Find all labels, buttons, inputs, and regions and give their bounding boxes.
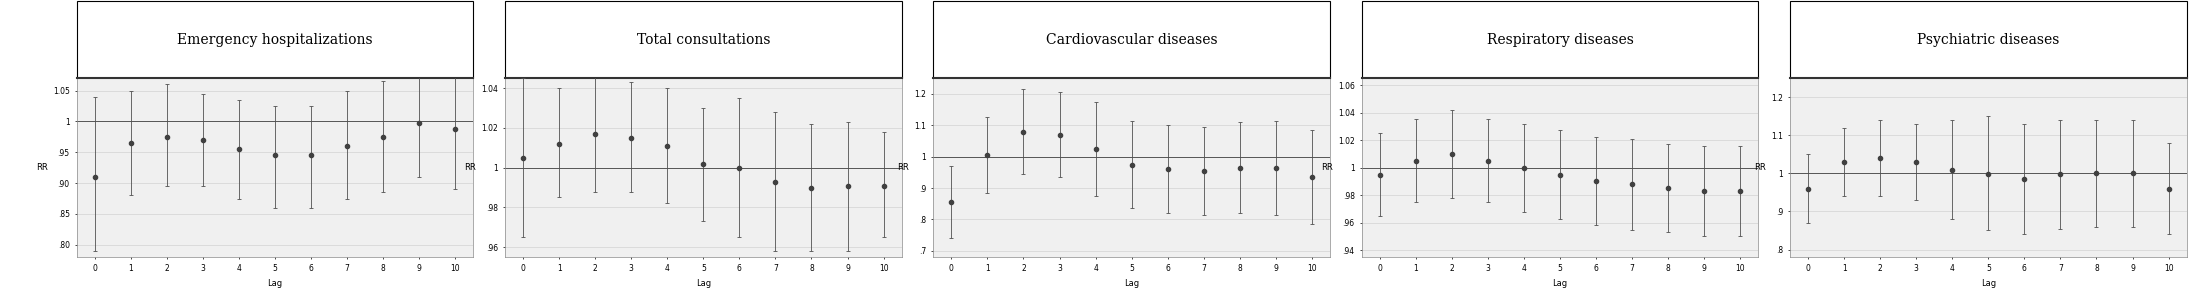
X-axis label: Lag: Lag bbox=[1981, 279, 1996, 288]
Text: Cardiovascular diseases: Cardiovascular diseases bbox=[1045, 33, 1218, 47]
FancyBboxPatch shape bbox=[504, 1, 903, 78]
Text: Emergency hospitalizations: Emergency hospitalizations bbox=[177, 33, 372, 47]
Y-axis label: RR: RR bbox=[464, 163, 475, 172]
Text: Respiratory diseases: Respiratory diseases bbox=[1485, 33, 1634, 47]
Y-axis label: RR: RR bbox=[35, 163, 48, 172]
FancyBboxPatch shape bbox=[1790, 1, 2187, 78]
Y-axis label: RR: RR bbox=[898, 163, 909, 172]
X-axis label: Lag: Lag bbox=[697, 279, 710, 288]
Text: Psychiatric diseases: Psychiatric diseases bbox=[1917, 33, 2060, 47]
X-axis label: Lag: Lag bbox=[267, 279, 283, 288]
FancyBboxPatch shape bbox=[933, 1, 1330, 78]
FancyBboxPatch shape bbox=[77, 1, 473, 78]
Y-axis label: RR: RR bbox=[1755, 163, 1766, 172]
Y-axis label: RR: RR bbox=[1321, 163, 1332, 172]
Text: Total consultations: Total consultations bbox=[638, 33, 769, 47]
X-axis label: Lag: Lag bbox=[1124, 279, 1139, 288]
FancyBboxPatch shape bbox=[1361, 1, 1759, 78]
X-axis label: Lag: Lag bbox=[1553, 279, 1567, 288]
